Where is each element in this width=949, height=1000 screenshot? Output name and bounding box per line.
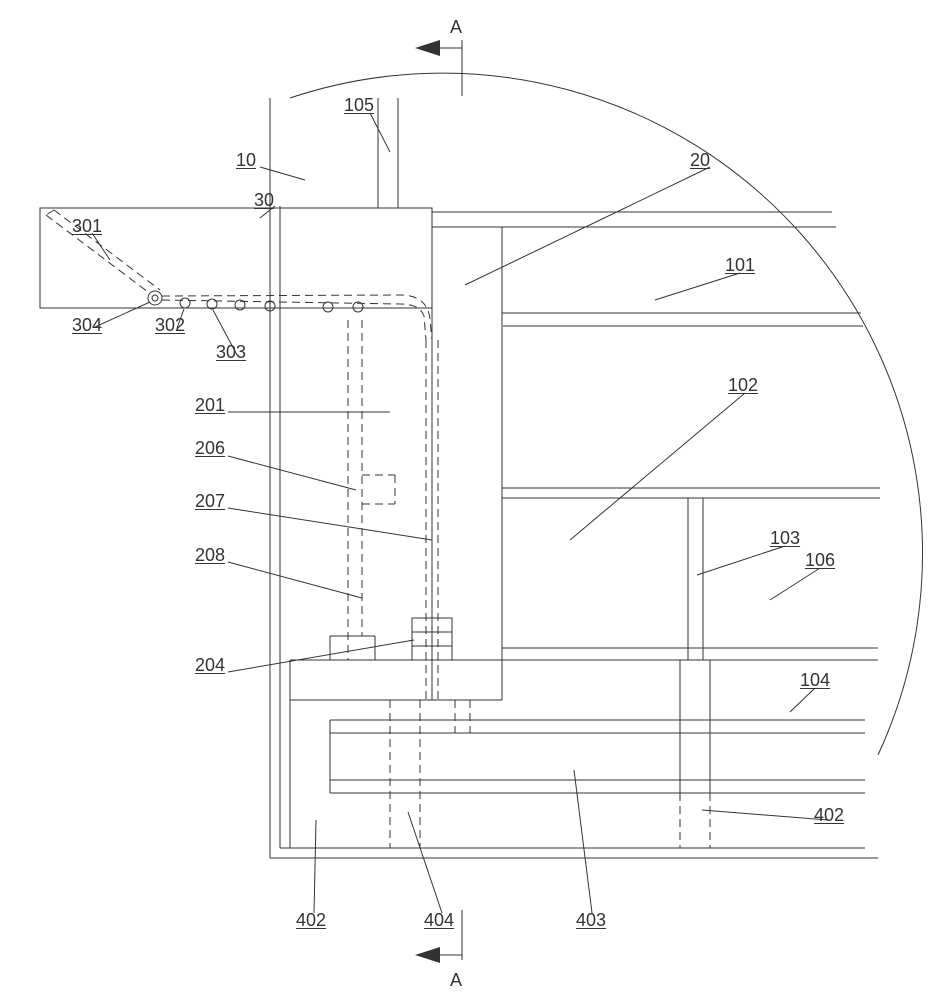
ref-207: 207: [195, 491, 225, 512]
ref-302: 302: [155, 315, 185, 336]
ref-301: 301: [72, 216, 102, 237]
ref-201: 201: [195, 395, 225, 416]
ref-404: 404: [424, 910, 454, 931]
ref-303: 303: [216, 342, 246, 363]
ref-402-left: 402: [296, 910, 326, 931]
ref-20: 20: [690, 150, 710, 171]
technical-diagram: [0, 0, 949, 1000]
ref-105: 105: [344, 95, 374, 116]
ref-103: 103: [770, 528, 800, 549]
ref-204: 204: [195, 655, 225, 676]
ref-106: 106: [805, 550, 835, 571]
ref-102: 102: [728, 375, 758, 396]
ref-208: 208: [195, 545, 225, 566]
ref-402-right: 402: [814, 805, 844, 826]
ref-101: 101: [725, 255, 755, 276]
ref-10: 10: [236, 150, 256, 171]
section-a-bottom: A: [450, 970, 462, 991]
ref-304: 304: [72, 315, 102, 336]
ref-30: 30: [254, 190, 274, 211]
ref-104: 104: [800, 670, 830, 691]
ref-206: 206: [195, 438, 225, 459]
section-a-top: A: [450, 17, 462, 38]
ref-403: 403: [576, 910, 606, 931]
